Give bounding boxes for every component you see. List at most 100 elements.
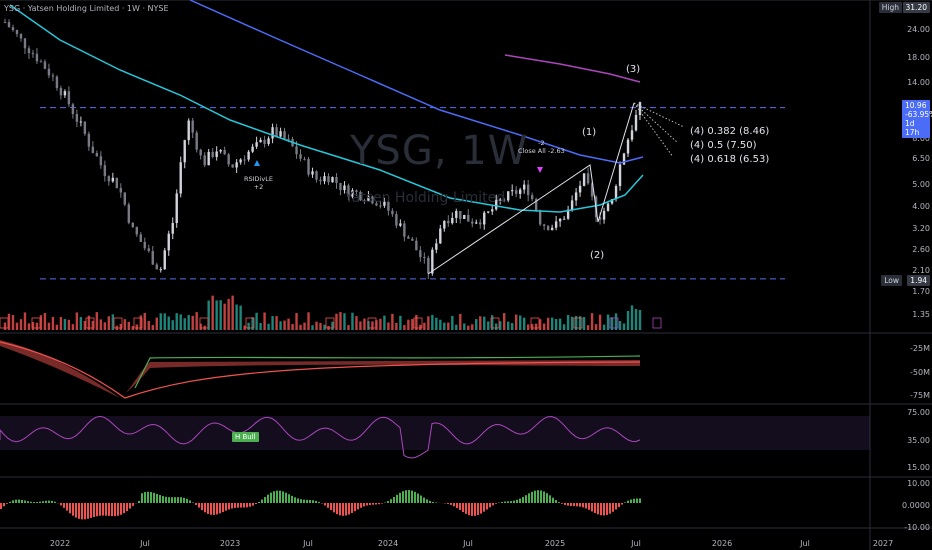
candle-body (327, 176, 330, 183)
candle-body (267, 138, 270, 144)
high-label: High (878, 2, 902, 13)
volume-bar (207, 300, 210, 330)
candle-body (431, 249, 434, 274)
osc-bar (393, 497, 395, 503)
volume-bar (455, 324, 458, 330)
osc-bar (252, 503, 254, 506)
volume-bar (475, 319, 478, 330)
osc-bar (129, 503, 131, 509)
volume-bar (383, 315, 386, 330)
osc-tick: -10.00 (904, 523, 930, 532)
volume-bar (606, 314, 610, 330)
candle-body (483, 212, 486, 225)
volume-bar (427, 316, 430, 330)
macd-tick: -75M (910, 391, 930, 400)
osc-bar (420, 495, 422, 503)
candle-body (39, 61, 43, 63)
osc-bar (39, 501, 41, 503)
candle-body (403, 223, 406, 237)
volume-bar (483, 316, 486, 330)
volume-bar (590, 313, 594, 330)
osc-bar (237, 503, 239, 508)
volume-bar (403, 325, 406, 330)
candle-body (83, 121, 87, 134)
volume-bar (419, 324, 422, 330)
volume-bar (542, 323, 546, 330)
osc-bar (603, 503, 605, 516)
candle-body (614, 186, 618, 200)
volume-bar (347, 325, 350, 330)
candle-body (459, 210, 462, 219)
volume-bar (507, 321, 510, 330)
volume-bar (343, 313, 346, 330)
osc-bar (627, 500, 629, 503)
osc-bar (156, 493, 158, 503)
candle-body (331, 177, 334, 183)
volume-bar (51, 316, 55, 330)
osc-bar (111, 503, 113, 517)
osc-bar (12, 500, 14, 503)
osc-bar (282, 491, 284, 503)
volume-bar (307, 312, 310, 330)
osc-bar (318, 501, 320, 503)
candle-body (223, 150, 226, 155)
candle-body (299, 154, 302, 159)
volume-bar (467, 325, 470, 330)
candle-body (514, 190, 518, 194)
candle-body (287, 138, 290, 140)
candle-body (447, 220, 450, 224)
osc-bar (117, 503, 119, 516)
volume-bar (191, 315, 194, 330)
osc-bar (138, 500, 140, 503)
osc-bar (261, 499, 263, 503)
volume-bar (582, 317, 586, 330)
volume-bar (578, 316, 582, 330)
high-value: 31.20 (902, 2, 930, 13)
current-price: 10.96 (905, 101, 927, 110)
candle-body (606, 203, 610, 211)
candle-body (11, 27, 15, 31)
volume-bar (315, 321, 318, 330)
time-tick: 2026 (711, 539, 733, 548)
osc-bar (558, 502, 560, 503)
candle-body (562, 218, 566, 220)
candle-body (391, 210, 394, 215)
time-tick: 2024 (377, 539, 399, 548)
osc-bar (222, 503, 224, 513)
earnings-marker (0, 317, 9, 329)
osc-bar (0, 503, 2, 509)
volume-bar (630, 305, 634, 330)
candle-body (618, 164, 622, 187)
volume-bar (435, 317, 438, 330)
wave-3-label: (3) (626, 64, 641, 75)
osc-bar (579, 503, 581, 507)
candle-body (491, 209, 494, 212)
fib-projection (633, 102, 674, 158)
volume-bar (447, 322, 450, 330)
candle-body (451, 217, 454, 224)
volume-bar (598, 314, 602, 330)
osc-bar (585, 503, 587, 509)
osc-bar (630, 499, 632, 503)
volume-bar (614, 313, 618, 330)
time-tick: 2023 (219, 539, 241, 548)
osc-bar (201, 503, 203, 511)
volume-bar (35, 322, 39, 330)
volume-bar (103, 322, 107, 330)
volume-bar (355, 316, 358, 330)
osc-bar (171, 497, 173, 503)
osc-bar (387, 501, 389, 503)
volume-bar (495, 323, 498, 330)
low-value: 1.94 (907, 275, 930, 286)
volume-bar (243, 325, 246, 330)
candle-body (530, 195, 534, 200)
volume-bar (538, 319, 542, 330)
candle-body (243, 159, 246, 161)
osc-bar (540, 490, 542, 503)
osc-bar (555, 500, 557, 503)
osc-bar (84, 503, 86, 520)
candle-body (511, 190, 514, 192)
candle-body (255, 142, 258, 147)
candle-body (131, 222, 134, 228)
